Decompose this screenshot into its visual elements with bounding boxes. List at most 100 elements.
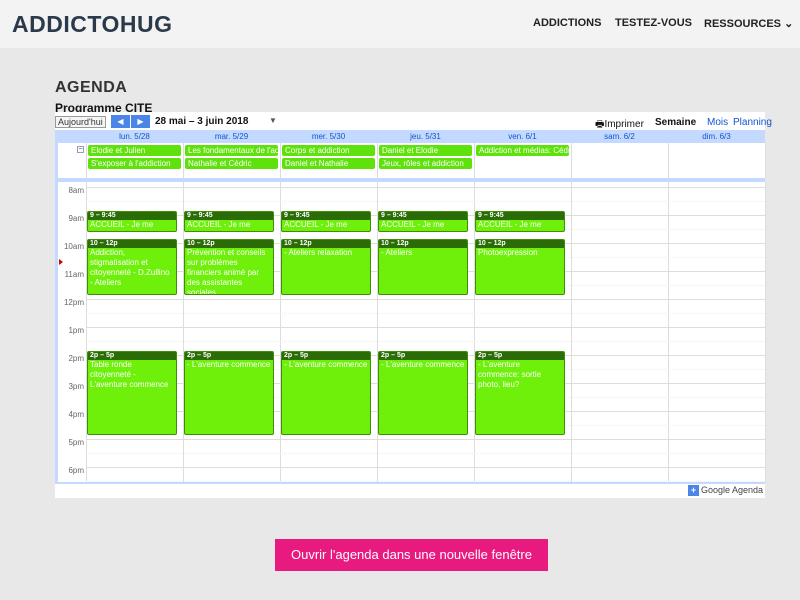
allday-event[interactable]: Nathalie et Cédric bbox=[185, 158, 278, 169]
today-button[interactable]: Aujourd'hui bbox=[55, 116, 106, 128]
event-title: - Ateliers bbox=[381, 248, 413, 257]
allday-event[interactable]: Jeux, rôles et addiction bbox=[379, 158, 472, 169]
day-divider bbox=[183, 143, 184, 178]
calendar-title: Programme CITE bbox=[55, 101, 153, 115]
calendar-event[interactable]: 2p – 5p - L'aventure commence bbox=[378, 351, 468, 435]
day-divider bbox=[86, 182, 87, 482]
site-logo[interactable]: ADDICTOHUG bbox=[12, 11, 173, 37]
allday-event[interactable]: Les fondamentaux de l'addiction bbox=[185, 145, 278, 156]
event-time: 2p – 5p bbox=[88, 352, 176, 360]
day-divider bbox=[571, 182, 572, 482]
nav-ressources[interactable]: RESSOURCES ⌄ bbox=[704, 17, 793, 30]
hour-line bbox=[86, 187, 765, 188]
hour-line bbox=[86, 467, 765, 468]
day-divider bbox=[765, 182, 766, 482]
event-time: 9 – 9:45 bbox=[379, 212, 467, 220]
calendar-event[interactable]: 10 – 12p - Ateliers bbox=[378, 239, 468, 295]
event-time: 2p – 5p bbox=[379, 352, 467, 360]
allday-event[interactable]: Corps et addiction bbox=[282, 145, 375, 156]
day-divider bbox=[280, 182, 281, 482]
allday-section: − Elodie et Julien S'exposer à l'addiction… bbox=[58, 143, 766, 178]
day-divider bbox=[86, 143, 87, 178]
day-header[interactable]: lun. 5/28 bbox=[119, 132, 150, 141]
half-hour-line bbox=[86, 313, 765, 314]
event-time: 2p – 5p bbox=[282, 352, 370, 360]
prev-week-button[interactable]: ◀ bbox=[111, 115, 130, 128]
chevron-down-icon: ⌄ bbox=[784, 18, 794, 30]
day-header[interactable]: dim. 6/3 bbox=[702, 132, 731, 141]
nav-testez-vous[interactable]: TESTEZ-VOUS bbox=[615, 17, 693, 29]
calendar-event[interactable]: 2p – 5p - L'aventure commence: sortie pho… bbox=[475, 351, 565, 435]
event-title: ACCUEIL - Je me lance bbox=[381, 220, 445, 231]
event-title: Prévention et conseils sur problèmes fin… bbox=[187, 248, 266, 295]
google-agenda-badge[interactable]: + Google Agenda bbox=[688, 485, 763, 496]
plus-icon: + bbox=[688, 485, 699, 496]
page-title: AGENDA bbox=[55, 79, 128, 96]
day-divider bbox=[474, 143, 475, 178]
event-time: 2p – 5p bbox=[476, 352, 564, 360]
print-button[interactable]: 🖶Imprimer bbox=[595, 117, 644, 134]
event-title: ACCUEIL - Je me lance bbox=[478, 220, 542, 231]
calendar-event[interactable]: 10 – 12p Photoexpression bbox=[475, 239, 565, 295]
nav-addictions[interactable]: ADDICTIONS bbox=[533, 17, 602, 29]
allday-event[interactable]: Addiction et médias: Cédric bbox=[476, 145, 569, 156]
event-title: - L'aventure commence: sortie photo, lie… bbox=[478, 360, 542, 389]
half-hour-line bbox=[86, 453, 765, 454]
event-title: Addiction, stigmatisation et citoyenneté… bbox=[90, 248, 170, 287]
time-grid: 8am 9am 10am 11am 12pm 1pm 2pm 3pm 4pm 5pm 6pm 9 – … bbox=[58, 182, 766, 482]
open-calendar-button[interactable]: Ouvrir l'agenda dans une nouvelle fenêtr… bbox=[275, 539, 548, 571]
time-label: 3pm bbox=[68, 382, 84, 391]
calendar-event[interactable]: 2p – 5p - L'aventure commence bbox=[281, 351, 371, 435]
event-title: - L'aventure commence bbox=[187, 360, 271, 369]
day-header[interactable]: sam. 6/2 bbox=[604, 132, 635, 141]
nav-ressources-label: RESSOURCES bbox=[704, 18, 782, 30]
event-time: 2p – 5p bbox=[185, 352, 273, 360]
event-time: 10 – 12p bbox=[476, 240, 564, 248]
calendar-event[interactable]: 2p – 5p - L'aventure commence bbox=[184, 351, 274, 435]
day-header[interactable]: mer. 5/30 bbox=[311, 132, 346, 141]
time-label: 8am bbox=[68, 186, 84, 195]
range-dropdown-icon[interactable]: ▼ bbox=[269, 116, 277, 125]
calendar-event[interactable]: 10 – 12p Prévention et conseils sur probl… bbox=[184, 239, 274, 295]
time-label: 11am bbox=[64, 270, 84, 279]
collapse-icon[interactable]: − bbox=[77, 146, 84, 153]
event-title: - L'aventure commence bbox=[284, 360, 368, 369]
hour-line bbox=[86, 439, 765, 440]
current-time-marker bbox=[59, 259, 63, 265]
event-time: 10 – 12p bbox=[282, 240, 370, 248]
allday-event[interactable]: Elodie et Julien bbox=[88, 145, 181, 156]
day-header[interactable]: mar. 5/29 bbox=[214, 132, 249, 141]
calendar-widget: Aujourd'hui ◀ ▶ 28 mai – 3 juin 2018 ▼ 🖶… bbox=[55, 112, 772, 498]
day-divider bbox=[183, 182, 184, 482]
calendar-event[interactable]: 10 – 12p Addiction, stigmatisation et cit… bbox=[87, 239, 177, 295]
time-label: 6pm bbox=[68, 466, 84, 475]
calendar-event[interactable]: 2p – 5p Table ronde citoyenneté - L'avent… bbox=[87, 351, 177, 435]
calendar-event[interactable]: 10 – 12p - Ateliers relaxation bbox=[281, 239, 371, 295]
date-range: 28 mai – 3 juin 2018 bbox=[155, 116, 249, 127]
event-time: 10 – 12p bbox=[88, 240, 176, 248]
allday-event[interactable]: Daniel et Elodie bbox=[379, 145, 472, 156]
allday-event[interactable]: S'exposer à l'addiction bbox=[88, 158, 181, 169]
tab-semaine[interactable]: Semaine bbox=[655, 117, 697, 128]
time-label: 5pm bbox=[68, 438, 84, 447]
tab-mois[interactable]: Mois bbox=[707, 117, 729, 128]
event-time: 10 – 12p bbox=[185, 240, 273, 248]
day-header[interactable]: jeu. 5/31 bbox=[410, 132, 441, 141]
event-time: 9 – 9:45 bbox=[88, 212, 176, 220]
day-divider bbox=[377, 143, 378, 178]
day-header[interactable]: ven. 6/1 bbox=[508, 132, 537, 141]
next-week-button[interactable]: ▶ bbox=[131, 115, 150, 128]
event-title: - L'aventure commence bbox=[381, 360, 465, 369]
day-divider bbox=[668, 182, 669, 482]
event-time: 10 – 12p bbox=[379, 240, 467, 248]
site-header: ADDICTOHUG ADDICTIONS TESTEZ-VOUS RESSOU… bbox=[0, 0, 800, 48]
day-divider bbox=[474, 182, 475, 482]
time-label: 10am bbox=[63, 242, 84, 251]
tab-planning[interactable]: Planning bbox=[733, 117, 772, 128]
allday-event[interactable]: Daniel et Nathalie bbox=[282, 158, 375, 169]
